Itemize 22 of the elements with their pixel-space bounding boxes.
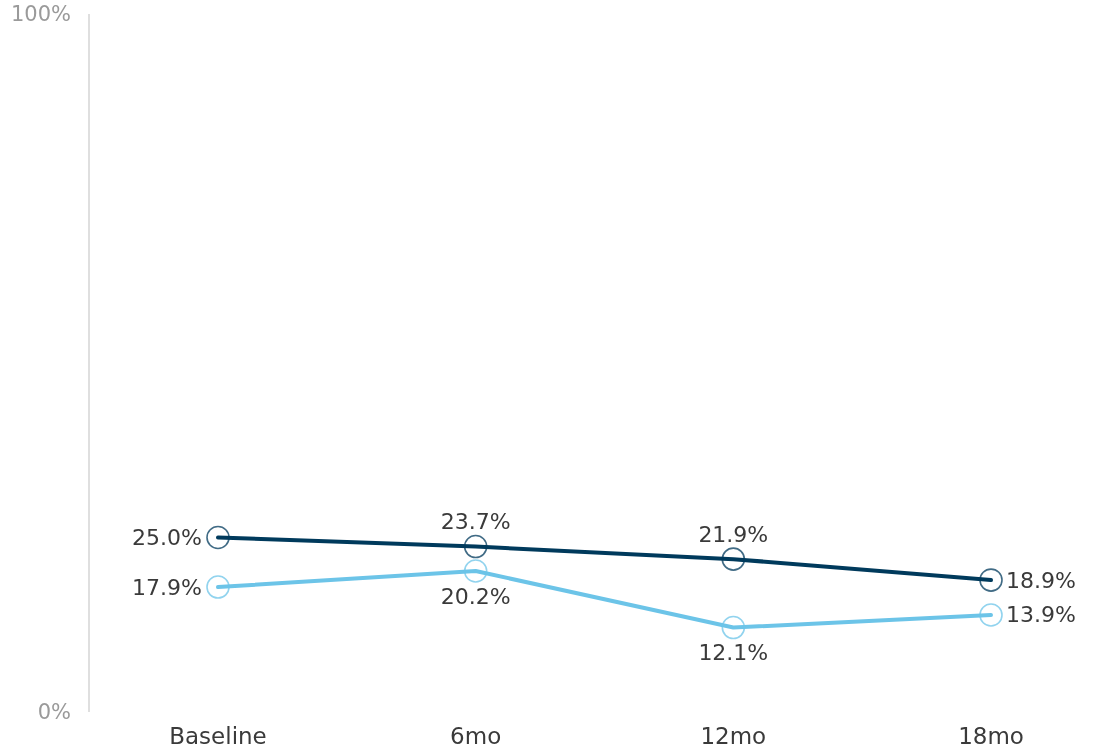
point: [206, 575, 230, 599]
data-label: 25.0%: [132, 525, 202, 550]
data-label: 13.9%: [1006, 602, 1076, 628]
x-tick-label: 12mo: [700, 723, 767, 749]
data-label: 20.2%: [440, 583, 511, 609]
data-label: 23.7%: [440, 509, 511, 535]
data-label: 12.1%: [698, 640, 769, 666]
point: [721, 547, 746, 571]
point: [206, 525, 230, 550]
data-label: 18.9%: [1006, 567, 1076, 593]
point: [463, 534, 488, 559]
data-label: 21.9%: [698, 521, 769, 547]
x-tick-label: 18mo: [958, 723, 1024, 749]
y-tick-label: 0%: [37, 700, 71, 725]
data-label: 17.9%: [132, 574, 202, 600]
x-tick-label: 6mo: [450, 723, 502, 749]
point: [463, 559, 488, 583]
y-tick-label: 100%: [10, 2, 71, 27]
x-tick-label: Baseline: [169, 723, 267, 749]
point: [721, 615, 746, 640]
point: [979, 603, 1003, 627]
point: [979, 568, 1003, 592]
